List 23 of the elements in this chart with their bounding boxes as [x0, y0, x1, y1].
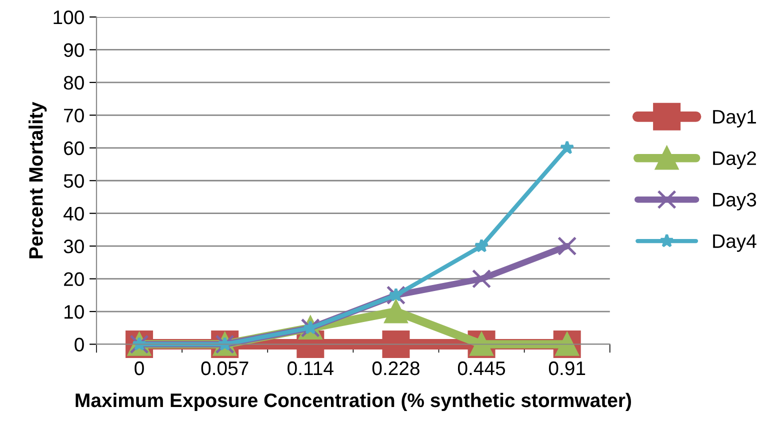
x-tick-label: 0.228 [372, 361, 420, 376]
legend-label: Day3 [713, 192, 756, 210]
y-tick-label: 80 [64, 76, 84, 90]
y-tick-label: 90 [64, 43, 84, 57]
x-axis-title: Maximum Exposure Concentration (% synthetic stormwater) [76, 392, 631, 412]
y-tick-label: 100 [54, 10, 84, 24]
y-tick-label: 40 [64, 206, 84, 221]
y-axis-title: Percent Mortality [28, 102, 47, 258]
x-tick-label: 0.114 [288, 361, 334, 376]
x-tick-label: 0.057 [201, 361, 248, 376]
y-tick-label: 30 [64, 240, 84, 254]
legend-label: Day2 [713, 151, 756, 169]
y-tick-label: 10 [64, 304, 84, 319]
legend-label: Day4 [713, 234, 756, 252]
y-tick-label: 50 [64, 174, 84, 188]
x-tick-label: 0.91 [548, 361, 586, 376]
y-tick-label: 70 [64, 108, 84, 122]
x-tick-label: 0 [134, 361, 144, 376]
y-tick-label: 60 [64, 141, 84, 156]
y-tick-label: 20 [64, 272, 84, 286]
legend-label: Day1 [713, 110, 756, 128]
x-tick-label: 0.445 [458, 361, 506, 376]
y-tick-label: 0 [74, 338, 84, 352]
